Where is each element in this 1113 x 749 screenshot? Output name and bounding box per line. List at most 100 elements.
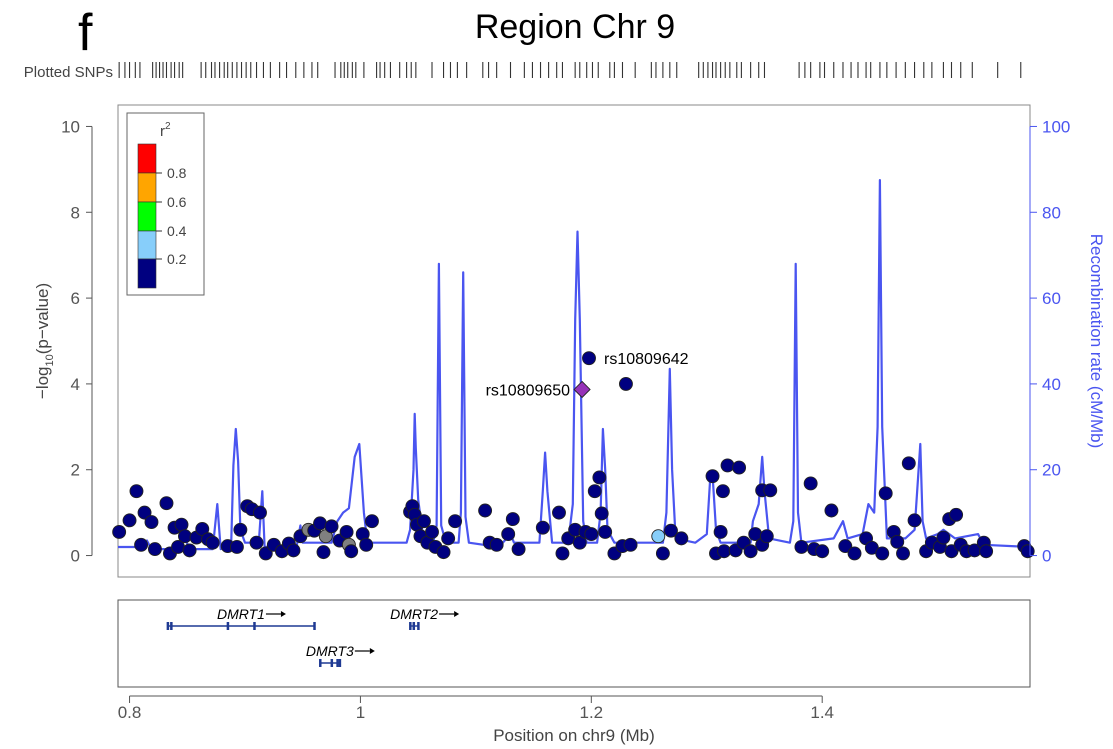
snp-point [824,503,839,518]
y-tick-label: 2 [71,461,80,480]
snp-point [249,535,264,550]
legend-label-0.2: 0.2 [167,251,187,267]
y-tick-label: 8 [71,203,80,222]
snp-point [511,542,526,557]
snp-point [359,537,374,552]
gene-direction-arrowhead [280,611,286,617]
snp-point [949,507,964,522]
snp-point [258,546,273,561]
snp-point [651,529,666,544]
snp-point [664,523,678,538]
gene-track-frame [117,599,1031,688]
snp-point [743,544,758,559]
snp-point [587,484,602,499]
gene-exon [336,659,339,667]
snp-point [594,506,609,521]
snp-point [815,544,830,559]
y-tick-label: 10 [61,117,80,136]
snp-point [759,529,774,544]
snp-point [803,476,818,491]
snp-point [901,456,916,471]
snp-point [489,537,504,552]
snp-point [979,544,994,559]
snp-point [674,531,689,546]
x-tick-label: 1.2 [579,703,603,722]
snp-point [572,535,587,550]
y-tick-label: 0 [71,547,80,566]
snp-point [705,469,720,484]
snp-point [732,460,747,475]
legend-swatch-0.2-0.4 [137,230,157,260]
gene-direction-arrowhead [454,611,460,617]
plotted-snps-label: Plotted SNPs [24,64,113,81]
snp-point [448,514,463,529]
plot-area: rs10809642 rs10809650 [112,104,1035,578]
y2-tick-label: 100 [1042,117,1070,136]
legend-label-0.8: 0.8 [167,165,187,181]
snp-point [763,483,778,498]
snp-point [936,530,951,545]
legend-swatch-lt-0.2 [137,258,157,289]
snp-point [907,513,922,528]
snp-point [618,376,633,391]
snp-point [838,539,853,554]
y-axis-right: 0 20 40 60 80 100 [1029,117,1070,566]
x-tick-label: 1 [356,703,365,722]
snp-point [365,514,379,529]
snp-point [592,470,607,485]
legend-label-0.6: 0.6 [167,194,187,210]
snp-point [720,458,735,473]
snp-point [598,524,613,539]
snp-point [144,515,159,530]
legend-label-0.4: 0.4 [167,223,187,239]
snp-point [875,546,890,561]
y-label-prefix: −log [33,366,52,399]
gene-exon [409,622,412,630]
snp-point [436,545,451,560]
snp-point [182,543,197,558]
snp-label: rs10809642 [604,351,689,368]
snp-point [137,505,152,520]
chart-title: Region Chr 9 [475,8,675,46]
y2-tick-label: 60 [1042,289,1061,308]
legend-swatch-0.4-0.6 [137,201,157,232]
gene-exon [412,622,416,630]
snp-point [178,529,192,544]
snp-point [253,505,267,520]
gene-exon [166,622,170,630]
snp-point [715,484,730,499]
snp-point [147,542,162,557]
panel-letter: f [78,4,93,62]
snp-point [174,517,189,532]
gene-direction-arrowhead [369,648,375,654]
snp-point [112,524,127,539]
x-axis: 0.8 1 1.2 1.4 [118,695,834,722]
snp-point [339,524,354,539]
snp-point [713,524,728,539]
snp-point [286,543,301,558]
snp-point [505,512,520,527]
snp-point [582,351,596,366]
snp-point [324,519,339,534]
y-axis-left: 0 2 4 6 8 10 [61,117,93,566]
gene-label: DMRT2 [390,606,438,622]
x-axis-label: Position on chr9 (Mb) [493,726,655,745]
snp-point [344,544,359,559]
lead-snp-diamond [573,380,591,399]
snp-point [501,527,516,542]
plotted-snps-track [118,62,1022,78]
snp-point [425,524,439,539]
snp-point [313,516,327,531]
legend-title: r2 [160,121,171,140]
gene-exon [253,622,256,630]
snp-point [535,520,550,535]
snp-point [134,537,149,552]
snp-labels-layer: rs10809642 rs10809650 [486,351,689,399]
y-label-suffix: (p−value) [33,283,52,354]
snp-point [205,535,220,550]
snp-point [794,540,809,554]
gene-exon [170,622,173,630]
y2-axis-label: Recombination rate (cM/Mb) [1087,234,1106,448]
y-tick-label: 4 [71,375,80,394]
